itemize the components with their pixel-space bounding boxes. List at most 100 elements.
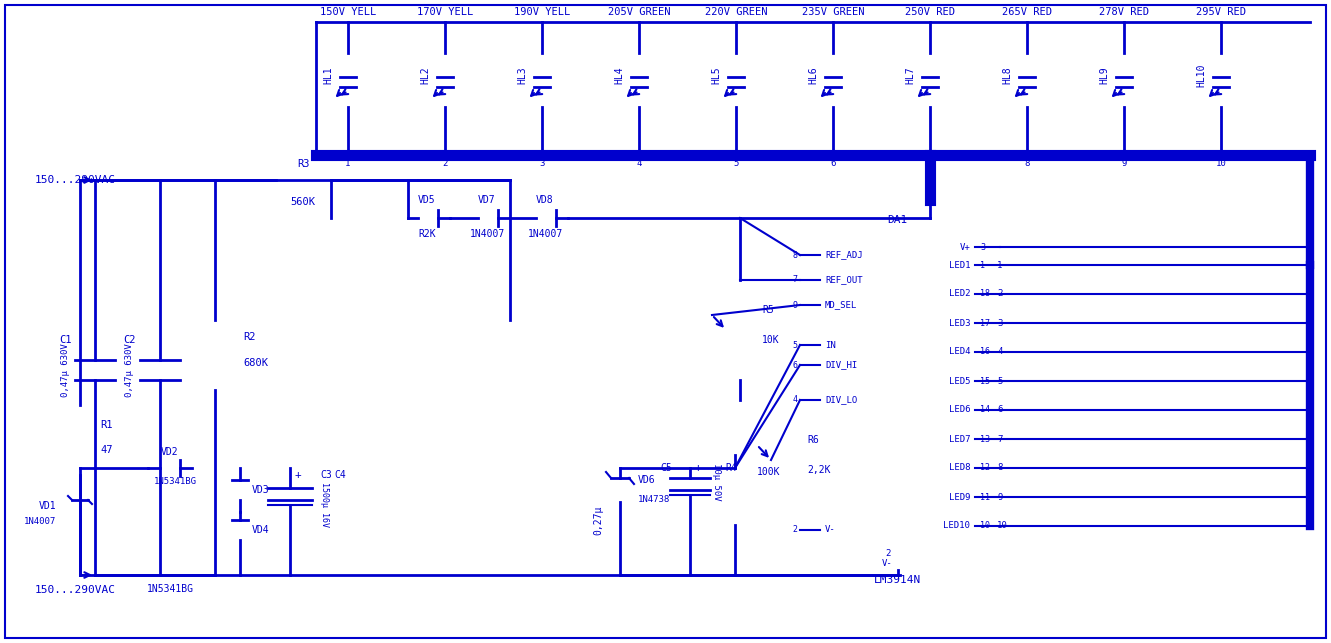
Text: 2: 2 xyxy=(792,525,797,534)
Circle shape xyxy=(515,53,568,107)
Circle shape xyxy=(92,572,98,578)
Bar xyxy=(276,170,331,190)
Text: REF_ADJ: REF_ADJ xyxy=(825,251,862,260)
Text: 680K: 680K xyxy=(244,358,268,368)
Text: 2: 2 xyxy=(885,548,890,557)
Text: LED2: LED2 xyxy=(949,289,970,298)
Text: 1: 1 xyxy=(345,159,350,167)
Text: VD2: VD2 xyxy=(161,447,178,457)
Text: LED7: LED7 xyxy=(949,435,970,444)
Text: R2K: R2K xyxy=(418,229,435,239)
Text: 0,47µ 630V: 0,47µ 630V xyxy=(125,343,134,397)
Polygon shape xyxy=(72,500,88,520)
Text: HL10: HL10 xyxy=(1197,63,1206,87)
Text: 2: 2 xyxy=(997,289,1002,298)
Text: 9: 9 xyxy=(1121,159,1126,167)
Text: R1: R1 xyxy=(100,420,113,430)
Text: HL4: HL4 xyxy=(614,66,624,84)
Bar xyxy=(721,455,749,525)
Circle shape xyxy=(77,177,83,183)
Text: VD3: VD3 xyxy=(252,485,270,495)
Text: 2,2K: 2,2K xyxy=(807,465,831,475)
Polygon shape xyxy=(478,210,498,226)
Text: 250V RED: 250V RED xyxy=(905,7,956,17)
Text: V-: V- xyxy=(882,559,893,568)
Circle shape xyxy=(418,53,473,107)
Circle shape xyxy=(405,177,411,183)
Polygon shape xyxy=(728,77,744,87)
Text: 0,47µ 630V: 0,47µ 630V xyxy=(60,343,69,397)
Text: 2: 2 xyxy=(442,159,447,167)
Text: 10: 10 xyxy=(997,521,1008,530)
Text: 190V YELL: 190V YELL xyxy=(514,7,570,17)
Circle shape xyxy=(77,572,83,578)
Bar xyxy=(820,235,976,565)
Polygon shape xyxy=(536,210,556,226)
Text: 3: 3 xyxy=(981,242,985,251)
Text: DIV_HI: DIV_HI xyxy=(825,361,857,370)
Polygon shape xyxy=(922,77,938,87)
Text: 10: 10 xyxy=(1215,159,1226,167)
Polygon shape xyxy=(160,460,180,476)
Polygon shape xyxy=(1213,77,1229,87)
Polygon shape xyxy=(1115,77,1131,87)
Text: 220V GREEN: 220V GREEN xyxy=(704,7,767,17)
Text: 4: 4 xyxy=(997,347,1002,356)
Text: 1: 1 xyxy=(997,260,1002,269)
Circle shape xyxy=(442,19,449,26)
Text: C4: C4 xyxy=(334,470,346,480)
Text: R4: R4 xyxy=(725,463,737,473)
Text: +: + xyxy=(695,463,701,473)
Text: R3: R3 xyxy=(297,159,309,169)
Text: HL8: HL8 xyxy=(1002,66,1012,84)
Text: 16: 16 xyxy=(980,347,990,356)
Circle shape xyxy=(1194,53,1248,107)
Text: HL3: HL3 xyxy=(516,66,527,84)
Text: DA1: DA1 xyxy=(888,215,908,225)
Text: IN: IN xyxy=(825,341,836,350)
Text: 150...290VAC: 150...290VAC xyxy=(35,175,116,185)
Text: LED5: LED5 xyxy=(949,377,970,386)
Text: HL9: HL9 xyxy=(1099,66,1109,84)
Text: LED4: LED4 xyxy=(949,347,970,356)
Text: 1N4738: 1N4738 xyxy=(638,496,671,505)
Text: 11: 11 xyxy=(980,493,990,502)
Circle shape xyxy=(635,19,643,26)
Text: 5: 5 xyxy=(733,159,739,167)
Text: 6: 6 xyxy=(792,361,797,370)
Bar xyxy=(67,405,95,475)
Text: 150V YELL: 150V YELL xyxy=(319,7,377,17)
Text: 7: 7 xyxy=(997,435,1002,444)
Circle shape xyxy=(807,53,860,107)
Text: 100K: 100K xyxy=(757,467,780,477)
Text: C2: C2 xyxy=(124,335,136,345)
Circle shape xyxy=(321,53,375,107)
Circle shape xyxy=(157,572,162,578)
Circle shape xyxy=(732,19,740,26)
Text: 1N4007: 1N4007 xyxy=(527,229,563,239)
Text: LED3: LED3 xyxy=(949,318,970,327)
Text: 10K: 10K xyxy=(763,335,780,345)
Polygon shape xyxy=(611,478,630,502)
Text: 9: 9 xyxy=(997,493,1002,502)
Text: 14: 14 xyxy=(980,406,990,415)
Text: VD7: VD7 xyxy=(478,195,496,205)
Circle shape xyxy=(687,465,693,471)
Polygon shape xyxy=(418,210,438,226)
Text: HL6: HL6 xyxy=(808,66,819,84)
Circle shape xyxy=(287,465,293,471)
Text: MD_SEL: MD_SEL xyxy=(825,300,857,309)
Circle shape xyxy=(92,177,98,183)
Text: 1N4007: 1N4007 xyxy=(24,518,56,527)
Text: 5: 5 xyxy=(997,377,1002,386)
Text: VD4: VD4 xyxy=(252,525,270,535)
Text: VD5: VD5 xyxy=(418,195,435,205)
Circle shape xyxy=(345,19,351,26)
Text: LED1: LED1 xyxy=(949,260,970,269)
Text: 4: 4 xyxy=(636,159,642,167)
Text: LED6: LED6 xyxy=(949,406,970,415)
Text: 4: 4 xyxy=(792,395,797,404)
Text: 10: 10 xyxy=(980,521,990,530)
Circle shape xyxy=(829,19,836,26)
Polygon shape xyxy=(1020,77,1036,87)
